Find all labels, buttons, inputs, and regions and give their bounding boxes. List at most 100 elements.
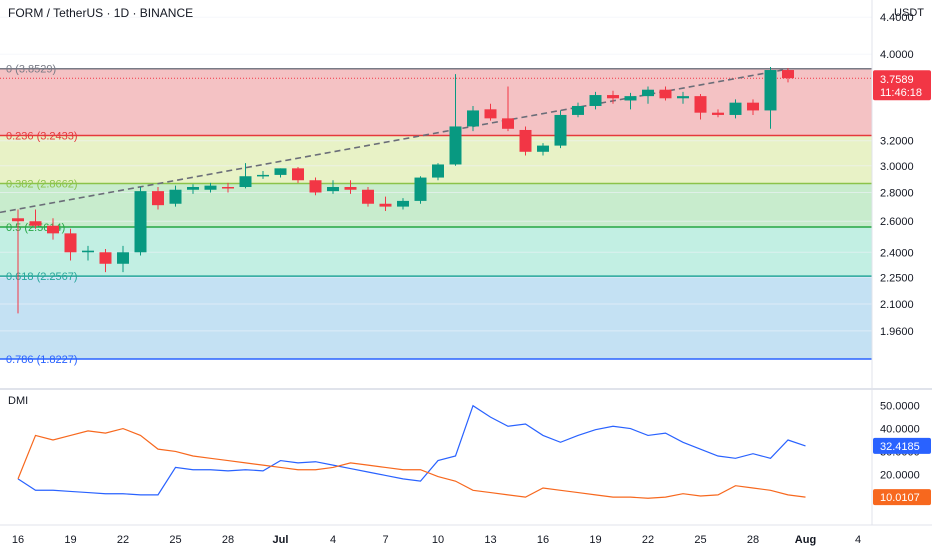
candle-body bbox=[414, 177, 427, 201]
price-badge-value: 3.7589 bbox=[880, 74, 914, 86]
fib-lines: 0 (3.8529) 0.236 (3.2433) 0.382 (2.8662) 0.… bbox=[0, 64, 872, 366]
candle-body bbox=[309, 180, 322, 193]
candle-body bbox=[694, 96, 707, 113]
trendline[interactable] bbox=[0, 68, 789, 214]
candle-body bbox=[257, 174, 269, 177]
fib-label: 0 (3.8529) bbox=[6, 64, 56, 76]
price-axis[interactable]: 4.4000 4.0000 3.2000 3.0000 2.8000 2.6000 2.40… bbox=[880, 12, 914, 338]
dmi-minus-badge-value: 10.0107 bbox=[880, 492, 920, 504]
dmi-plus-line bbox=[17, 404, 806, 496]
candle-body bbox=[782, 70, 794, 79]
candle-body bbox=[397, 200, 409, 207]
candle-body bbox=[99, 252, 112, 264]
time-tick-label: 16 bbox=[537, 534, 549, 546]
time-tick-label: 4 bbox=[855, 534, 861, 546]
fib-label: 0.236 (3.2433) bbox=[6, 131, 78, 143]
candle-body bbox=[624, 96, 637, 101]
dmi-pane-label[interactable]: DMI bbox=[8, 395, 29, 407]
candle-body bbox=[134, 191, 147, 253]
currency-label[interactable]: USDT bbox=[894, 7, 924, 19]
dmi-tick-label: 40.0000 bbox=[880, 424, 920, 436]
candle-body bbox=[712, 112, 724, 115]
candle-body bbox=[327, 187, 339, 192]
candle-body bbox=[204, 185, 217, 190]
dmi-minus-badge-bg bbox=[873, 489, 931, 506]
candle-body bbox=[12, 218, 24, 222]
candle-body bbox=[222, 187, 234, 189]
time-tick-label: 4 bbox=[330, 534, 336, 546]
candle-body bbox=[467, 110, 479, 127]
candle-body bbox=[642, 89, 654, 97]
candle-body bbox=[484, 109, 497, 119]
price-badge-bg bbox=[873, 70, 931, 101]
candle-body bbox=[502, 118, 514, 129]
candle-body bbox=[519, 129, 532, 152]
candle-body bbox=[589, 95, 602, 106]
fib-zone bbox=[0, 183, 872, 228]
dmi-plus-badge-value: 32.4185 bbox=[880, 441, 920, 453]
candle-body bbox=[729, 102, 742, 115]
time-tick-label: Aug bbox=[795, 534, 816, 546]
candle-body bbox=[239, 176, 252, 188]
price-tick-label: 4.0000 bbox=[880, 49, 914, 61]
candle-body bbox=[379, 203, 392, 207]
candle-body bbox=[362, 189, 374, 204]
price-tick-label: 2.8000 bbox=[880, 188, 914, 200]
candle-body bbox=[747, 102, 759, 111]
dmi-lines bbox=[17, 404, 806, 499]
candle-body bbox=[572, 105, 584, 115]
time-tick-label: 13 bbox=[484, 534, 496, 546]
pane-frame bbox=[0, 0, 932, 526]
time-tick-label: 25 bbox=[694, 534, 706, 546]
candle-body bbox=[432, 164, 444, 178]
time-tick-label: 16 bbox=[12, 534, 24, 546]
candle-body bbox=[152, 191, 164, 206]
candle-body bbox=[169, 189, 182, 204]
trendline-path bbox=[0, 68, 789, 214]
price-tick-label: 2.4000 bbox=[880, 247, 914, 259]
time-tick-label: 19 bbox=[589, 534, 601, 546]
candle-body bbox=[47, 225, 59, 234]
price-tick-label: 3.2000 bbox=[880, 136, 914, 148]
candle-body bbox=[449, 126, 462, 165]
fib-label: 0.618 (2.2567) bbox=[6, 271, 78, 283]
chart-title[interactable]: FORM / TetherUS · 1D · BINANCE bbox=[8, 6, 194, 20]
time-tick-label: 22 bbox=[117, 534, 129, 546]
dmi-plus-badge-bg bbox=[873, 437, 931, 454]
candle-body bbox=[64, 233, 77, 253]
dmi-tick-label: 50.0000 bbox=[880, 401, 920, 413]
fib-label: 0.786 (1.8227) bbox=[6, 354, 78, 366]
candle-body bbox=[82, 250, 94, 253]
candle-body bbox=[292, 168, 304, 181]
candle-body bbox=[117, 252, 129, 264]
price-tick-label: 2.2500 bbox=[880, 272, 914, 284]
time-tick-label: Jul bbox=[273, 534, 289, 546]
time-tick-label: 19 bbox=[64, 534, 76, 546]
fib-zone bbox=[0, 68, 872, 136]
candle-body bbox=[554, 114, 567, 146]
time-tick-label: 10 bbox=[432, 534, 444, 546]
candle-body bbox=[29, 221, 42, 226]
price-tick-label: 2.1000 bbox=[880, 299, 914, 311]
price-tick-label: 4.4000 bbox=[880, 12, 914, 24]
candle-body bbox=[607, 95, 619, 99]
time-tick-label: 28 bbox=[747, 534, 759, 546]
candle-body bbox=[764, 70, 777, 111]
time-tick-label: 22 bbox=[642, 534, 654, 546]
fib-zone bbox=[0, 276, 872, 359]
time-axis[interactable]: 16 19 22 25 28 Jul 4 7 10 13 16 19 22 25 28 Aug 4 bbox=[12, 534, 861, 546]
time-tick-label: 25 bbox=[169, 534, 181, 546]
price-tick-label: 3.0000 bbox=[880, 161, 914, 173]
time-tick-label: 7 bbox=[382, 534, 388, 546]
fib-zone bbox=[0, 227, 872, 277]
dmi-tick-label: 20.0000 bbox=[880, 469, 920, 481]
candle-body bbox=[274, 168, 287, 175]
price-tick-label: 2.6000 bbox=[880, 216, 914, 228]
candle-body bbox=[659, 89, 672, 99]
dmi-minus-line bbox=[17, 427, 806, 499]
price-badge-countdown: 11:46:18 bbox=[880, 87, 922, 99]
time-tick-label: 28 bbox=[222, 534, 234, 546]
